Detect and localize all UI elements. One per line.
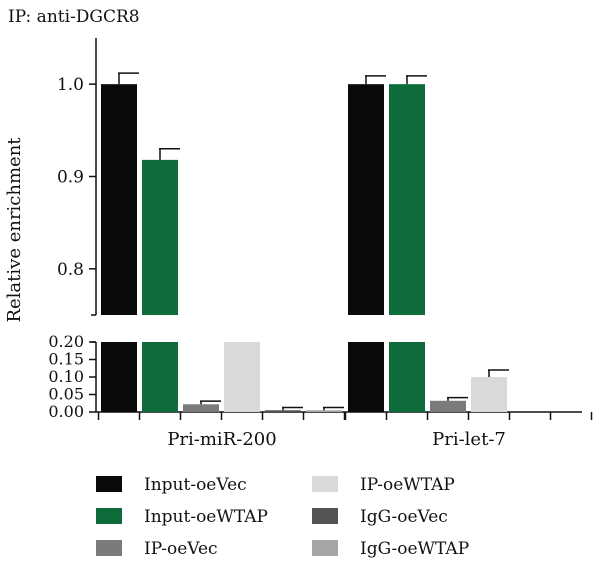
y-tick-label: 0.15 <box>48 350 84 369</box>
bar-upper <box>389 84 425 316</box>
x-tick-label: Pri-miR-200 <box>167 429 276 450</box>
bar-lower <box>265 410 301 412</box>
bar-upper <box>142 159 178 315</box>
bar-lower <box>306 410 342 412</box>
bar-upper <box>101 84 137 316</box>
bars <box>101 72 509 412</box>
bar-lower <box>101 342 137 412</box>
y-tick-label: 0.00 <box>48 402 84 421</box>
bar-lower <box>389 342 425 412</box>
chart-title: IP: anti-DGCR8 <box>8 7 140 27</box>
legend-swatch <box>312 476 338 492</box>
bar-lower <box>224 342 260 412</box>
y-tick-label: 0.05 <box>48 385 84 404</box>
legend-swatch <box>96 540 122 556</box>
legend-label: IgG-oeVec <box>360 507 448 527</box>
legend-swatch <box>312 508 338 524</box>
y-tick-label: 0.8 <box>57 260 84 280</box>
bar-lower <box>183 404 219 412</box>
legend-label: IP-oeVec <box>144 539 218 559</box>
bar-lower <box>142 342 178 412</box>
y-tick-label: 0.9 <box>57 168 84 188</box>
legend-label: Input-oeVec <box>144 475 247 495</box>
y-tick-label: 0.10 <box>48 367 84 386</box>
legend-swatch <box>312 540 338 556</box>
legend-swatch <box>96 508 122 524</box>
y-axis-label: Relative enrichment <box>4 137 25 323</box>
y-tick-label: 1.0 <box>57 75 84 95</box>
bar-upper <box>348 84 384 316</box>
legend-label: IgG-oeWTAP <box>360 539 469 559</box>
bar-lower <box>430 400 466 412</box>
legend-label: Input-oeWTAP <box>144 507 268 527</box>
bar-lower <box>348 342 384 412</box>
y-tick-label: 0.20 <box>48 332 84 351</box>
bar-lower <box>471 377 507 412</box>
legend: Input-oeVec Input-oeWTAP IP-oeVec IP-oeWTAP… <box>96 475 469 559</box>
legend-swatch <box>96 476 122 492</box>
x-tick-label: Pri-let-7 <box>432 429 506 450</box>
legend-label: IP-oeWTAP <box>360 475 455 495</box>
